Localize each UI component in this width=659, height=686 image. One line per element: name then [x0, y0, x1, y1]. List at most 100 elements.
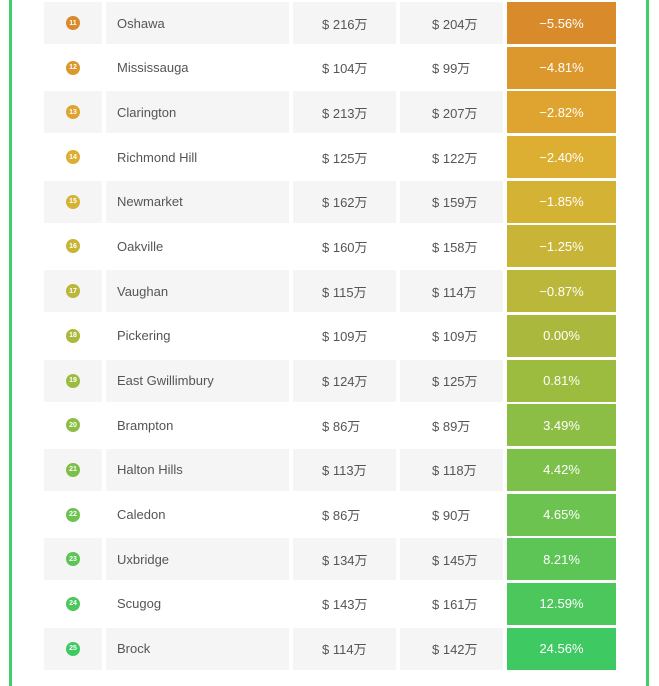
change-percent: 4.42% [507, 448, 616, 491]
change-percent: −0.87% [507, 270, 616, 313]
price-before: $ 114万 [293, 627, 396, 670]
table-row: 20 Brampton $ 86万 $ 89万 3.49% [44, 404, 619, 447]
rank-cell: 13 [44, 91, 102, 134]
table-row: 24 Scugog $ 143万 $ 161万 12.59% [44, 582, 619, 625]
rank-badge: 12 [66, 60, 80, 75]
price-before: $ 104万 [322, 61, 368, 77]
table-row: 16 Oakville $ 160万 $ 158万 −1.25% [44, 225, 619, 268]
table-row: 18 Pickering $ 109万 $ 109万 0.00% [44, 314, 619, 357]
city-name: Newmarket [106, 180, 289, 223]
city-name: Oshawa [106, 2, 289, 44]
change-percent: −4.81% [507, 46, 616, 89]
rank-cell: 18 [44, 315, 102, 357]
price-after: $ 122万 [432, 150, 478, 166]
rank-badge: 25 [66, 641, 80, 656]
rank-cell: 15 [44, 180, 102, 223]
rank-badge: 14 [66, 150, 80, 165]
rank-badge: 21 [66, 462, 80, 477]
price-after: $ 142万 [400, 627, 503, 670]
price-before: $ 160万 [322, 239, 368, 255]
price-before: $ 162万 [293, 180, 396, 223]
city-name: East Gwillimbury [106, 359, 289, 402]
rank-cell: 17 [44, 270, 102, 313]
change-percent: 0.81% [507, 359, 616, 402]
change-percent: 8.21% [507, 538, 616, 581]
table-frame [9, 0, 649, 686]
table-row: 21 Halton Hills $ 113万 $ 118万 4.42% [44, 448, 619, 491]
table-row: 23 Uxbridge $ 134万 $ 145万 8.21% [44, 538, 619, 581]
rank-badge: 20 [66, 418, 80, 433]
city-name: Brampton [117, 417, 174, 433]
table-row: 15 Newmarket $ 162万 $ 159万 −1.85% [44, 180, 619, 223]
table-row: 17 Vaughan $ 115万 $ 114万 −0.87% [44, 270, 619, 313]
city-name: Vaughan [106, 270, 289, 313]
change-percent: −2.40% [507, 136, 616, 179]
price-before: $ 213万 [293, 91, 396, 134]
change-percent: −1.25% [507, 225, 616, 268]
rank-cell: 22 [44, 494, 102, 536]
change-percent: 3.49% [507, 404, 616, 447]
change-percent: 4.65% [507, 493, 616, 536]
city-name: Caledon [117, 507, 166, 523]
price-before: $ 115万 [293, 270, 396, 313]
price-before: $ 125万 [322, 150, 368, 166]
city-name: Richmond Hill [117, 149, 198, 165]
rank-cell: 11 [44, 2, 102, 44]
rank-cell: 14 [44, 136, 102, 178]
price-after: $ 207万 [400, 91, 503, 134]
city-name: Brock [106, 627, 289, 670]
ranking-table: 11 Oshawa $ 216万 $ 204万 −5.56% 12 Mississ… [44, 2, 619, 672]
rank-cell: 21 [44, 448, 102, 491]
price-after: $ 145万 [400, 538, 503, 581]
change-percent: 0.00% [507, 314, 616, 357]
change-percent: −1.85% [507, 180, 616, 223]
price-after: $ 158万 [432, 239, 478, 255]
rank-cell: 24 [44, 583, 102, 625]
table-row: 19 East Gwillimbury $ 124万 $ 125万 0.81% [44, 359, 619, 402]
rank-badge: 23 [66, 552, 80, 567]
price-before: $ 86万 [322, 508, 361, 524]
table-row: 14 Richmond Hill $ 125万 $ 122万 −2.40% [44, 136, 619, 179]
rank-badge: 15 [66, 194, 80, 209]
rank-badge: 19 [66, 373, 80, 388]
price-before: $ 143万 [322, 597, 368, 613]
rank-badge: 22 [66, 507, 80, 522]
rank-badge: 16 [66, 239, 80, 254]
change-percent: 24.56% [507, 627, 616, 670]
table-row: 12 Mississauga $ 104万 $ 99万 −4.81% [44, 46, 619, 89]
price-before: $ 124万 [293, 359, 396, 402]
price-after: $ 114万 [400, 270, 503, 313]
price-after: $ 90万 [432, 508, 471, 524]
rank-cell: 20 [44, 404, 102, 446]
rank-badge: 24 [66, 596, 80, 611]
price-before: $ 109万 [322, 329, 368, 345]
rank-badge: 11 [66, 16, 80, 30]
city-name: Clarington [106, 91, 289, 134]
rank-cell: 12 [44, 47, 102, 89]
table-row: 11 Oshawa $ 216万 $ 204万 −5.56% [44, 2, 619, 44]
price-after: $ 125万 [400, 359, 503, 402]
price-after: $ 204万 [400, 2, 503, 44]
city-name: Mississauga [117, 60, 189, 76]
rank-badge: 13 [66, 105, 80, 120]
price-before: $ 216万 [293, 2, 396, 44]
rank-cell: 25 [44, 627, 102, 670]
city-name: Oakville [117, 238, 164, 254]
price-before: $ 113万 [293, 448, 396, 491]
price-before: $ 86万 [322, 418, 361, 434]
change-percent: −5.56% [507, 2, 616, 44]
rank-badge: 18 [66, 328, 80, 343]
change-percent: −2.82% [507, 91, 616, 134]
price-after: $ 89万 [432, 418, 471, 434]
price-after: $ 118万 [400, 448, 503, 491]
rank-cell: 23 [44, 538, 102, 581]
rank-badge: 17 [66, 284, 80, 299]
table-row: 13 Clarington $ 213万 $ 207万 −2.82% [44, 91, 619, 134]
city-name: Uxbridge [106, 538, 289, 581]
price-after: $ 161万 [432, 597, 478, 613]
city-name: Scugog [117, 596, 162, 612]
city-name: Halton Hills [106, 448, 289, 491]
change-percent: 12.59% [507, 582, 616, 625]
rank-cell: 19 [44, 359, 102, 402]
table-row: 25 Brock $ 114万 $ 142万 24.56% [44, 627, 619, 670]
